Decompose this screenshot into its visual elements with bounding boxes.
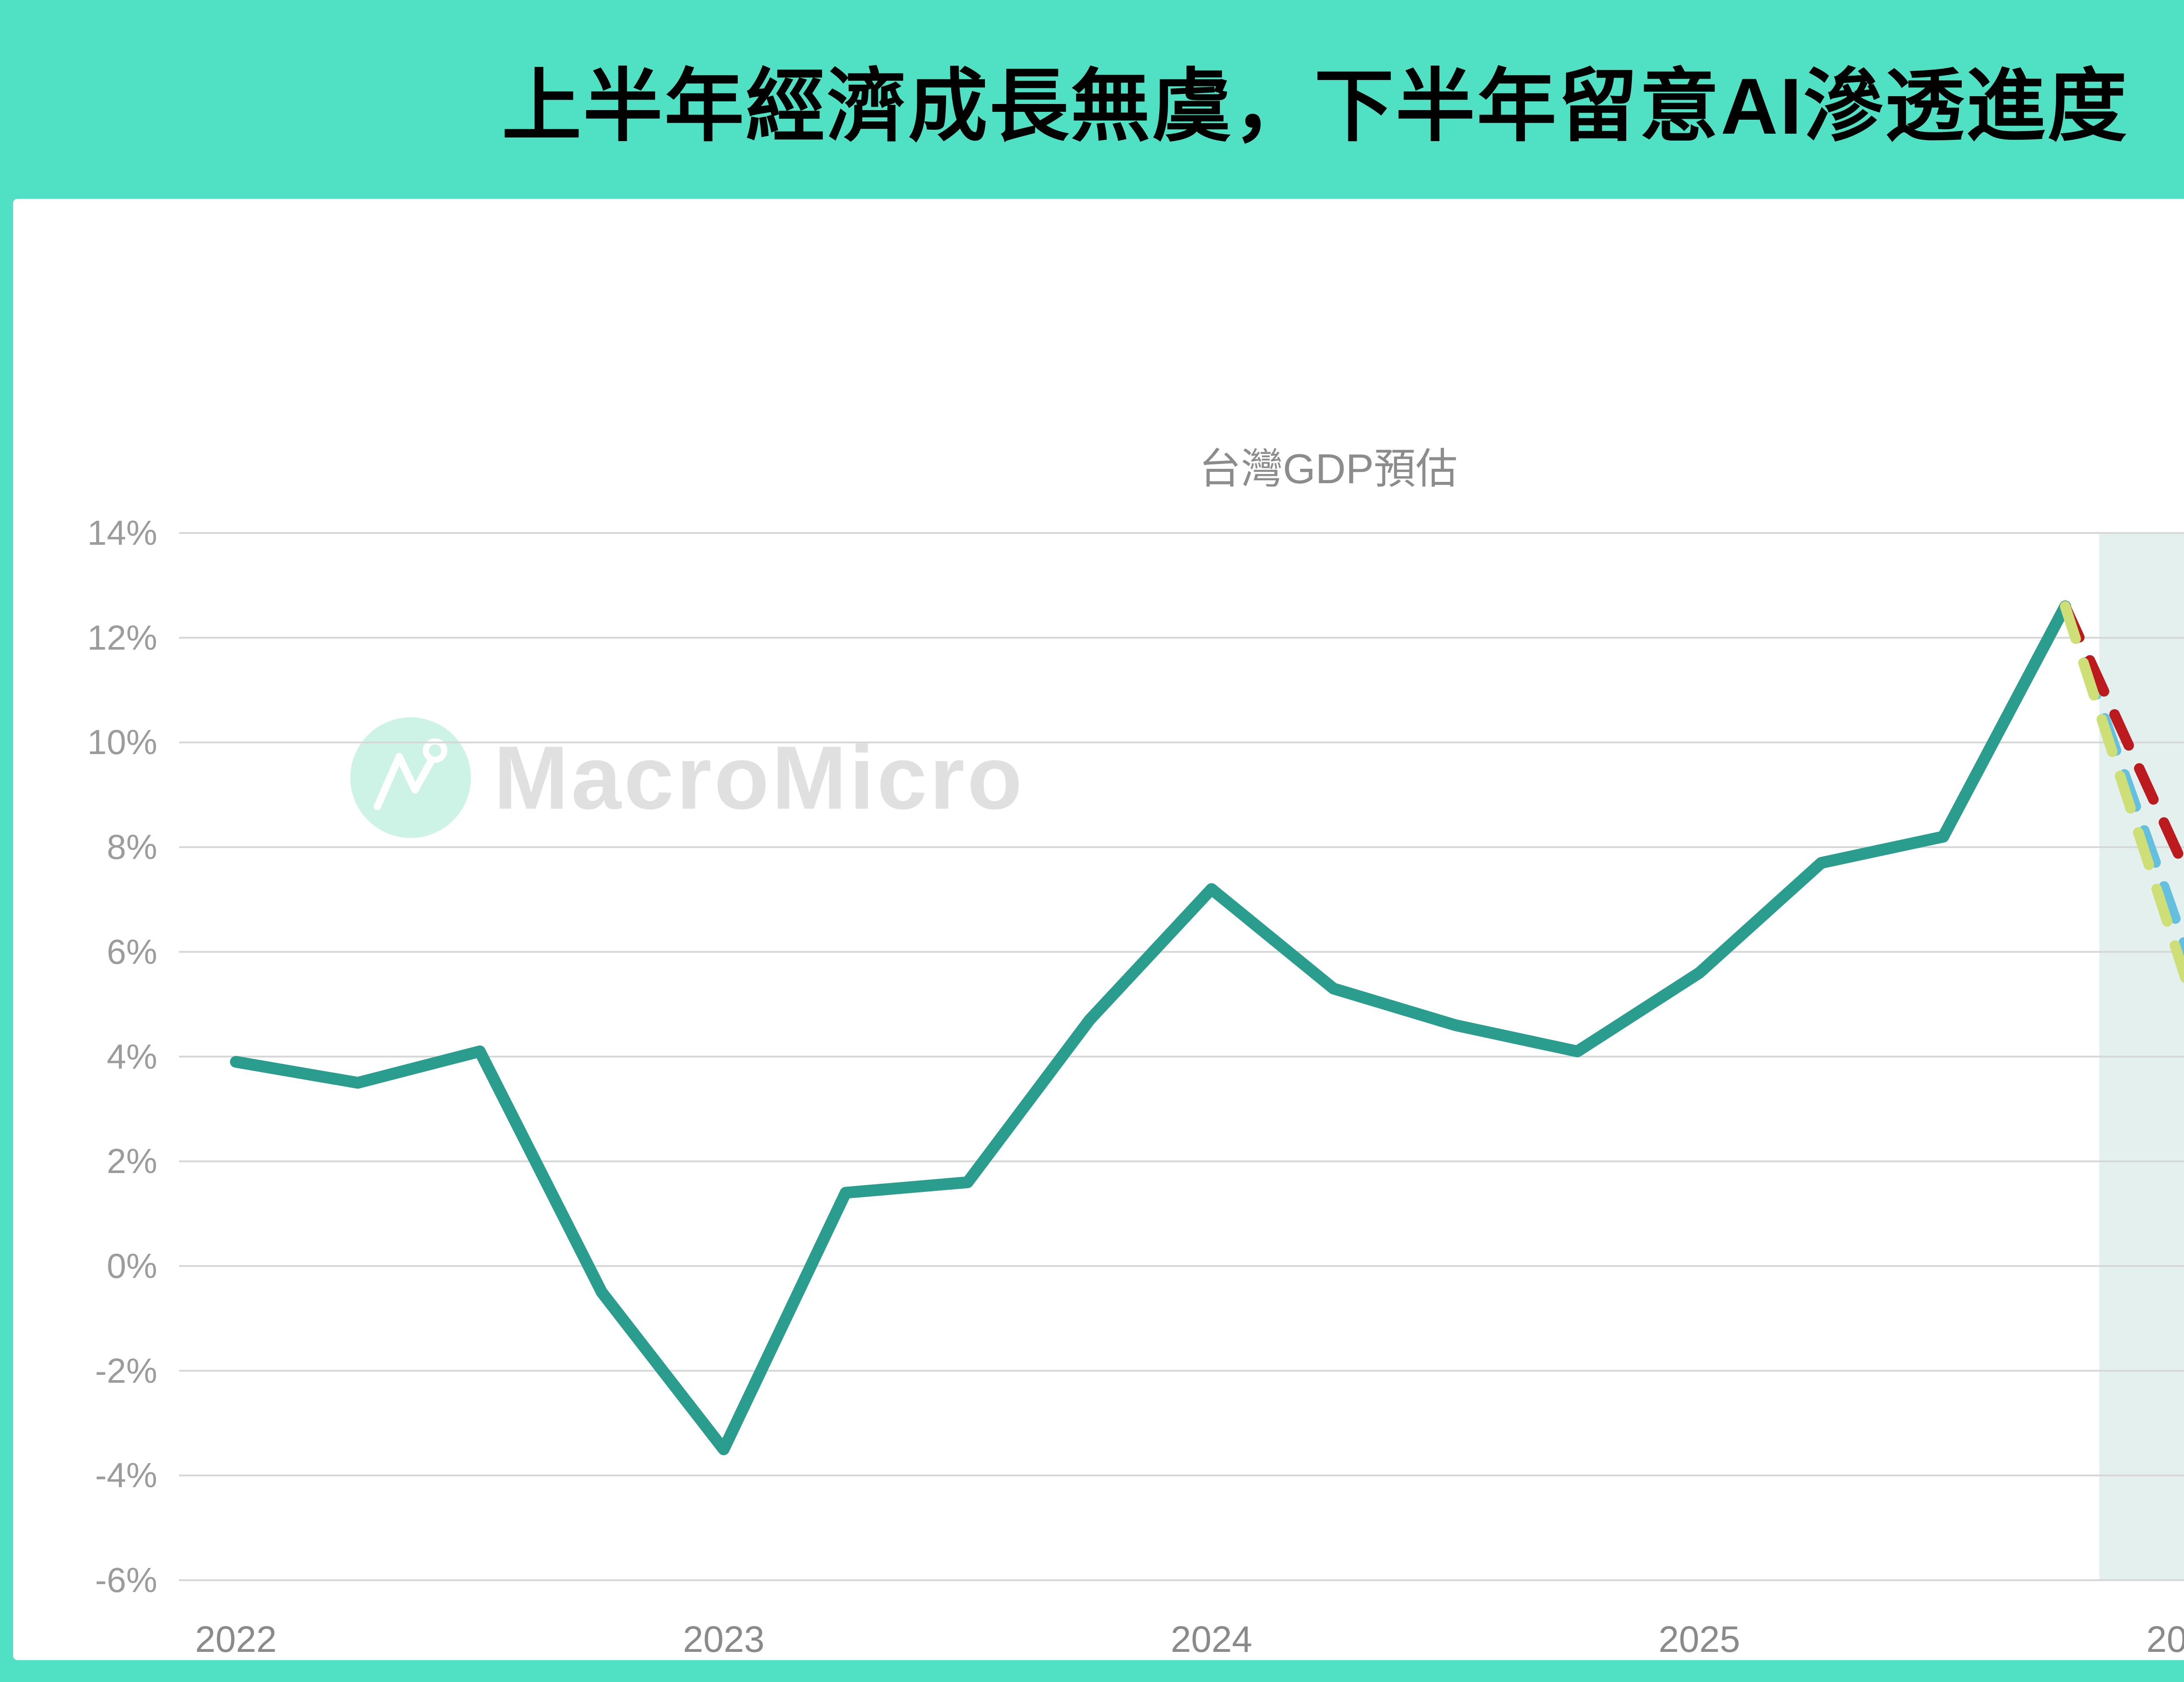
page-title: 上半年經濟成長無虞，下半年留意AI滲透進度 <box>502 62 2129 151</box>
y-tick-label: 12% <box>87 618 157 657</box>
series-M平方悲觀情境 <box>2060 601 2184 988</box>
series-M平方中性情境 <box>2060 601 2184 878</box>
y-tick-label: 6% <box>107 932 157 971</box>
y-tick-label: -2% <box>95 1351 157 1390</box>
watermark: MacroMicro <box>349 716 1025 839</box>
x-tick-label: 2024 <box>1171 1619 1253 1660</box>
y-tick-label: 10% <box>87 723 157 762</box>
y-tick-label: 0% <box>107 1246 157 1285</box>
y-tick-label: 2% <box>107 1142 157 1181</box>
macromicro-logo-icon <box>350 717 471 838</box>
x-tick-label: 2025 <box>1658 1619 1740 1660</box>
gdp-line-chart <box>179 532 2184 1581</box>
y-tick-label: 14% <box>87 513 157 552</box>
bottom-strip <box>0 1660 2184 1682</box>
watermark-brand: MacroMicro <box>494 727 1025 828</box>
x-tick-label: 2022 <box>195 1619 277 1660</box>
y-tick-label: 4% <box>107 1037 157 1076</box>
y-tick-label: -4% <box>95 1456 157 1495</box>
chart-card: 台灣GDP預估 MacroMicro 14% 12% 10% 8% 6% 4% 2% 0% -2… <box>13 199 2184 1660</box>
x-tick-label: 2026 <box>2146 1619 2184 1660</box>
chart-title: 台灣GDP預估 <box>1199 446 1458 492</box>
x-tick-label: 2023 <box>683 1619 765 1660</box>
series-GDP <box>230 600 2071 1455</box>
series-主計處預估(2025.11.28) <box>2060 601 2184 956</box>
header-banner: 上半年經濟成長無虞，下半年留意AI滲透進度 <box>0 0 2184 199</box>
y-tick-label: 8% <box>107 827 157 867</box>
y-tick-label: -6% <box>95 1561 157 1599</box>
